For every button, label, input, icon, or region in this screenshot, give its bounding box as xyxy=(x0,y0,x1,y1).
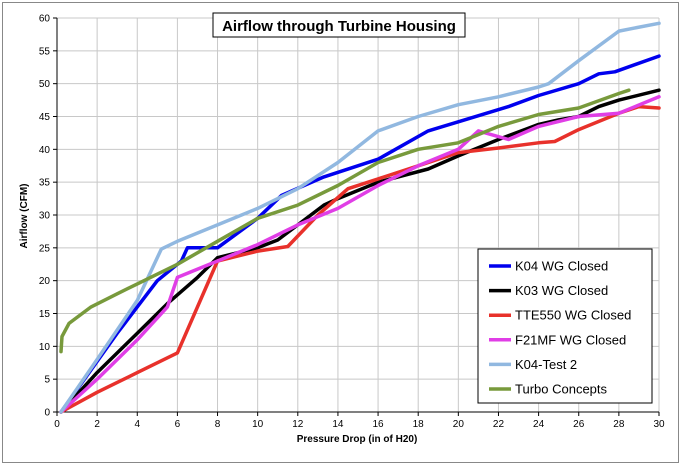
y-tick-label: 15 xyxy=(39,309,51,320)
x-tick-label: 4 xyxy=(134,419,140,430)
x-tick-label: 30 xyxy=(653,419,665,430)
x-tick-label: 14 xyxy=(332,419,344,430)
series-line-4 xyxy=(59,95,661,414)
y-tick-label: 25 xyxy=(39,243,51,254)
x-tick-label: 18 xyxy=(413,419,425,430)
y-tick-label: 0 xyxy=(44,408,50,419)
x-tick-label: 6 xyxy=(175,419,181,430)
y-axis-title: Airflow (CFM) xyxy=(19,184,30,249)
series-line-5 xyxy=(59,21,661,414)
x-tick-label: 24 xyxy=(533,419,545,430)
x-tick-label: 0 xyxy=(54,419,60,430)
legend-label-1: K04 WG Closed xyxy=(515,259,608,274)
y-tick-label: 10 xyxy=(39,342,51,353)
x-tick-label: 8 xyxy=(215,419,221,430)
chart-title: Airflow through Turbine Housing xyxy=(222,18,456,35)
series-line-3 xyxy=(59,104,661,414)
x-tick-label: 26 xyxy=(573,419,585,430)
y-tick-label: 20 xyxy=(39,276,51,287)
x-tick-label: 20 xyxy=(453,419,465,430)
y-tick-label: 5 xyxy=(44,375,50,386)
y-tick-label: 50 xyxy=(39,79,51,90)
legend-label-5: K04-Test 2 xyxy=(515,357,577,372)
y-tick-label: 30 xyxy=(39,211,51,222)
y-tick-label: 35 xyxy=(39,178,51,189)
series-line-6 xyxy=(59,88,631,354)
x-tick-label: 2 xyxy=(94,419,100,430)
x-axis-title: Pressure Drop (in of H20) xyxy=(297,434,418,445)
series-lines xyxy=(59,21,661,414)
y-tick-label: 55 xyxy=(39,46,51,57)
x-tick-label: 28 xyxy=(613,419,625,430)
legend: K04 WG Closed K03 WG Closed TTE550 WG Clos… xyxy=(477,248,653,404)
y-tick-label: 45 xyxy=(39,112,51,123)
chart-title-box: Airflow through Turbine Housing xyxy=(212,12,466,38)
x-tick-label: 16 xyxy=(373,419,385,430)
x-tick-label: 22 xyxy=(493,419,505,430)
legend-label-3: TTE550 WG Closed xyxy=(515,308,631,323)
legend-label-6: Turbo Concepts xyxy=(515,382,608,397)
x-tick-label: 12 xyxy=(292,419,304,430)
legend-label-4: F21MF WG Closed xyxy=(515,332,626,347)
x-tick-label: 10 xyxy=(252,419,264,430)
y-tick-label: 40 xyxy=(39,145,51,156)
legend-label-2: K03 WG Closed xyxy=(515,283,608,298)
y-tick-label: 60 xyxy=(39,14,51,25)
